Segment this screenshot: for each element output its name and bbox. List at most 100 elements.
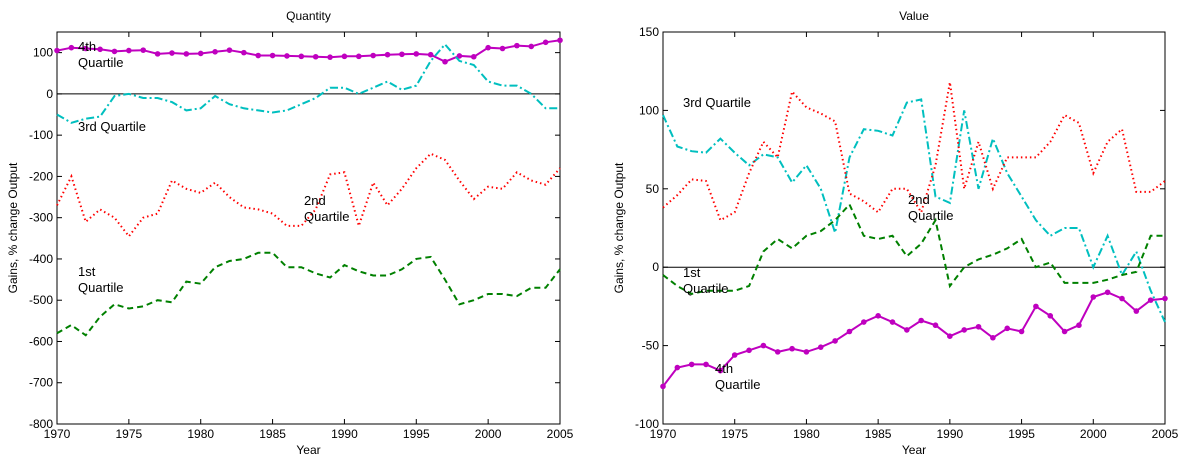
y-tick-label: -600 (29, 334, 53, 348)
annotation: Quartile (78, 280, 124, 295)
point (904, 327, 910, 333)
point (68, 44, 75, 51)
annotation: Quartile (908, 208, 954, 223)
point (660, 383, 666, 390)
point (140, 47, 147, 53)
point (284, 53, 290, 59)
point (746, 347, 752, 354)
point (1162, 295, 1168, 302)
x-axis-label: Year (902, 443, 926, 457)
point (528, 43, 535, 50)
chart-title: Value (899, 9, 929, 23)
point (197, 50, 204, 57)
point (327, 54, 333, 60)
x-tick-label: 1970 (650, 427, 677, 441)
point (932, 322, 939, 329)
point (961, 327, 967, 333)
y-tick-label: 150 (639, 25, 659, 39)
point (817, 344, 824, 350)
plot: Value Year Gains, % change Output 1970 1975 1… (612, 9, 1179, 457)
point (975, 323, 982, 330)
point (1133, 308, 1140, 314)
point (1061, 328, 1068, 335)
point (1090, 294, 1097, 300)
plot-area (56, 31, 561, 425)
y-tick-label: -50 (642, 339, 660, 353)
annotation: 3rd Quartile (78, 119, 146, 134)
point (485, 44, 491, 51)
point (255, 52, 261, 59)
point (456, 53, 463, 59)
point (918, 317, 924, 324)
x-axis-label: Year (296, 443, 320, 457)
series-line (56, 42, 560, 124)
point (1004, 325, 1011, 332)
x-tick-label: 1975 (721, 427, 748, 441)
y-axis-label: Gains, % change Output (612, 162, 626, 293)
point (82, 45, 89, 52)
point (97, 46, 103, 53)
series-line (56, 251, 561, 337)
point (1076, 322, 1082, 329)
series-line (662, 202, 1165, 295)
point (1033, 303, 1039, 310)
point (384, 51, 391, 58)
point (212, 49, 218, 55)
point (1047, 313, 1054, 319)
annotation: 2nd (304, 193, 326, 208)
point (889, 319, 896, 325)
y-tick-label: 100 (639, 103, 659, 117)
point (1104, 289, 1111, 296)
point (703, 361, 709, 368)
series-line (56, 152, 561, 238)
chart-title: Quantity (286, 9, 331, 23)
point (990, 334, 996, 341)
point (557, 37, 563, 44)
point (846, 328, 853, 335)
point (341, 53, 348, 60)
point (774, 349, 781, 355)
point (241, 49, 247, 56)
point (789, 345, 795, 352)
point (470, 53, 477, 60)
point (54, 47, 60, 54)
y-tick-label: 50 (646, 182, 660, 196)
point (499, 45, 506, 52)
point (183, 51, 190, 57)
point (674, 364, 681, 371)
annotation: Quartile (715, 377, 761, 392)
point (760, 342, 767, 349)
x-tick-label: 1990 (937, 427, 964, 441)
y-tick-label: -800 (29, 417, 53, 431)
point (947, 333, 953, 339)
point (514, 42, 520, 49)
x-tick-label: 1985 (259, 427, 286, 441)
point (1147, 297, 1154, 303)
x-tick-label: 1980 (793, 427, 820, 441)
point (413, 51, 420, 57)
plot-area (662, 31, 1166, 425)
x-tick-label: 1980 (187, 427, 214, 441)
plot: Quantity Year Gains, % change Output 1970 19… (6, 9, 574, 457)
annotation: 4th (78, 39, 96, 54)
point (154, 51, 161, 57)
y-tick-label: 0 (652, 260, 659, 274)
x-tick-label: 1985 (865, 427, 892, 441)
x-tick-label: 1975 (116, 427, 143, 441)
y-tick-label: -400 (29, 252, 53, 266)
point (688, 361, 695, 368)
point (442, 58, 448, 65)
point (1018, 328, 1025, 335)
y-tick-label: 0 (46, 87, 53, 101)
point (370, 52, 376, 59)
annotation: 3rd Quartile (683, 95, 751, 110)
point (126, 47, 132, 54)
annotation: 1st (78, 264, 96, 279)
x-tick-label: 2000 (475, 427, 502, 441)
y-tick-label: -100 (29, 128, 53, 142)
x-tick-label: 1995 (1008, 427, 1035, 441)
annotation: 2nd (908, 192, 930, 207)
y-tick-label: 100 (33, 46, 53, 60)
